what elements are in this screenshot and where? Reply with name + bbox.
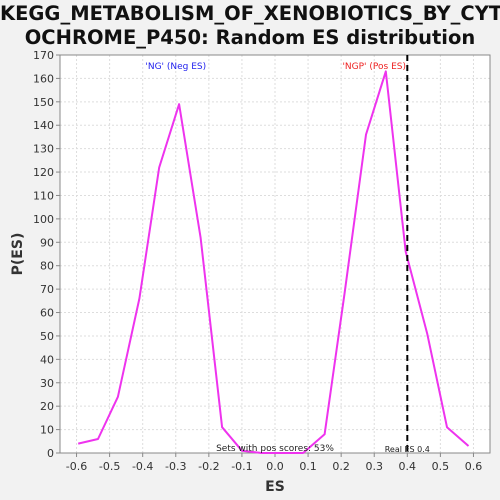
y-tick-label: 40 bbox=[40, 353, 54, 366]
neg-es-label: 'NG' (Neg ES) bbox=[145, 62, 206, 72]
y-tick-label: 150 bbox=[33, 96, 54, 109]
y-tick-label: 20 bbox=[40, 400, 54, 413]
y-tick-label: 160 bbox=[33, 72, 54, 85]
y-tick-label: 120 bbox=[33, 166, 54, 179]
y-tick-label: 60 bbox=[40, 307, 54, 320]
y-tick-label: 100 bbox=[33, 213, 54, 226]
x-tick-label: 0.5 bbox=[432, 460, 450, 473]
x-tick-label: 0.1 bbox=[299, 460, 317, 473]
y-tick-label: 90 bbox=[40, 236, 54, 249]
chart-title: KEGG_METABOLISM_OF_XENOBIOTICS_BY_CYT OC… bbox=[0, 2, 500, 50]
y-tick-label: 130 bbox=[33, 143, 54, 156]
y-tick-label: 170 bbox=[33, 49, 54, 62]
real-es-label: Real ES 0.4 bbox=[385, 445, 430, 454]
y-tick-label: 0 bbox=[47, 447, 54, 460]
y-tick-label: 140 bbox=[33, 119, 54, 132]
x-tick-label: -0.6 bbox=[66, 460, 87, 473]
x-tick-label: 0.3 bbox=[365, 460, 383, 473]
y-tick-label: 80 bbox=[40, 260, 54, 273]
x-tick-label: 0.6 bbox=[465, 460, 483, 473]
x-tick-label: -0.5 bbox=[99, 460, 120, 473]
plot-area bbox=[60, 55, 490, 453]
ticks: 0 10 20 30 40 50 60 70 80 90 100 110 120 130 140 150 160… bbox=[33, 49, 482, 473]
series bbox=[77, 70, 470, 454]
x-tick-label: -0.2 bbox=[198, 460, 219, 473]
pos-es-label: 'NGP' (Pos ES) bbox=[342, 62, 406, 72]
x-tick-label: -0.1 bbox=[231, 460, 252, 473]
x-tick-label: 0.0 bbox=[266, 460, 284, 473]
y-axis-label: P(ES) bbox=[10, 233, 26, 276]
y-tick-label: 30 bbox=[40, 377, 54, 390]
x-tick-label: 0.2 bbox=[332, 460, 350, 473]
y-tick-label: 10 bbox=[40, 424, 54, 437]
x-tick-label: 0.4 bbox=[399, 460, 417, 473]
sets-pos-scores-text: Sets with pos scores: 53% bbox=[216, 444, 334, 454]
x-tick-label: -0.4 bbox=[132, 460, 153, 473]
y-tick-label: 70 bbox=[40, 283, 54, 296]
y-tick-label: 110 bbox=[33, 189, 54, 202]
chart-title-line-2: OCHROME_P450: Random ES distribution bbox=[24, 26, 476, 49]
x-tick-label: -0.3 bbox=[165, 460, 186, 473]
chart-title-line-1: KEGG_METABOLISM_OF_XENOBIOTICS_BY_CYT bbox=[0, 2, 500, 25]
x-axis-label: ES bbox=[265, 479, 285, 495]
series-line bbox=[77, 70, 470, 454]
y-tick-label: 50 bbox=[40, 330, 54, 343]
